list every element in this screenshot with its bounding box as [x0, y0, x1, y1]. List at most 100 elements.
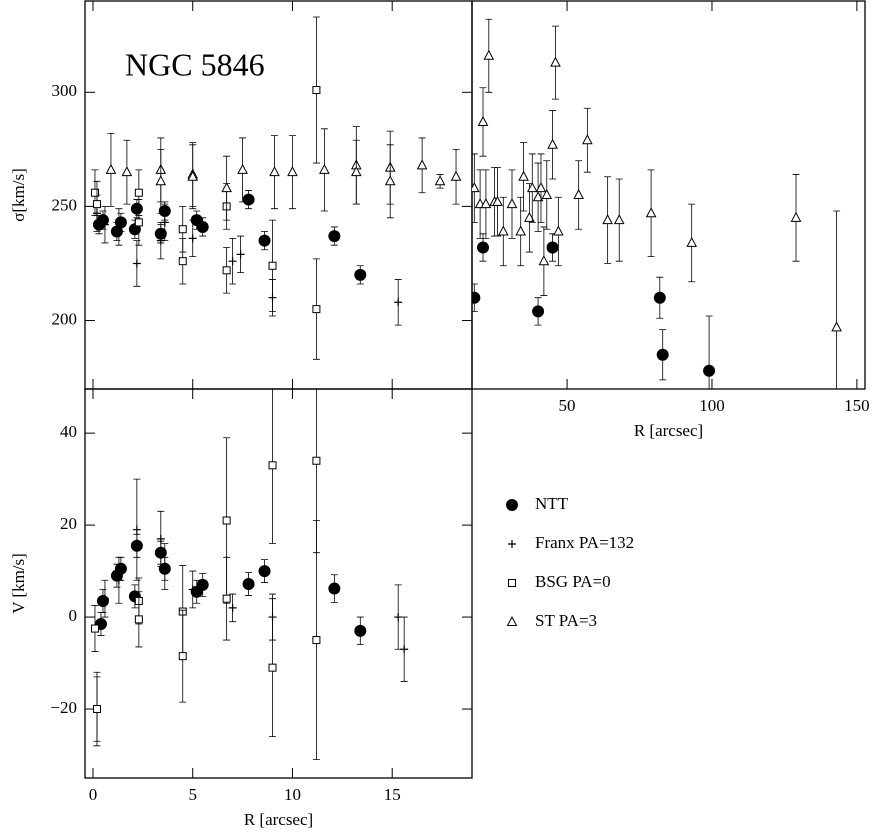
marker	[703, 364, 716, 377]
marker	[155, 175, 167, 186]
panel-frame	[84, 388, 473, 779]
legend-marker	[508, 579, 516, 587]
marker	[130, 202, 143, 215]
x-tick-label: 15	[384, 785, 401, 804]
x-axis-label: R [arcsec]	[244, 810, 313, 829]
legend-marker	[506, 499, 518, 511]
marker	[553, 225, 564, 236]
marker	[535, 182, 547, 193]
marker	[312, 305, 321, 314]
marker	[114, 576, 123, 585]
x-tick-label: 50	[559, 396, 576, 415]
marker	[134, 218, 143, 227]
marker	[790, 211, 802, 222]
marker	[90, 624, 99, 633]
y-tick-label: 20	[60, 514, 77, 533]
marker	[114, 222, 123, 231]
marker	[472, 291, 481, 304]
marker	[312, 456, 321, 465]
marker	[497, 225, 509, 236]
marker	[613, 214, 625, 225]
marker	[100, 594, 109, 603]
marker	[156, 534, 165, 543]
marker	[319, 163, 330, 174]
marker	[686, 236, 698, 247]
marker	[472, 182, 480, 193]
marker	[222, 594, 231, 603]
marker	[132, 525, 141, 534]
marker	[187, 170, 199, 181]
y-axis-label: V [km/s]	[9, 553, 28, 614]
marker	[196, 220, 209, 233]
marker	[515, 225, 527, 236]
marker	[394, 298, 403, 307]
y-tick-label: −20	[50, 698, 77, 717]
x-tick-label: 0	[89, 785, 98, 804]
marker	[483, 49, 495, 60]
marker	[90, 188, 99, 197]
marker	[242, 577, 255, 590]
y-tick-label: 0	[69, 606, 78, 625]
marker	[384, 175, 396, 186]
marker	[96, 214, 109, 227]
marker	[506, 198, 518, 209]
marker	[221, 182, 232, 193]
x-tick-label: 150	[844, 396, 870, 415]
marker	[268, 663, 277, 672]
marker	[100, 220, 109, 229]
x-tick-label: 5	[188, 785, 197, 804]
marker	[541, 188, 553, 199]
marker	[538, 255, 550, 266]
plot-area	[472, 18, 842, 389]
marker	[526, 182, 538, 193]
legend-label: ST PA=3	[535, 611, 597, 630]
marker	[477, 241, 490, 254]
marker	[480, 198, 492, 209]
marker	[178, 652, 187, 661]
marker	[434, 175, 446, 186]
marker	[653, 291, 666, 304]
legend-marker	[506, 615, 518, 626]
marker	[121, 166, 133, 177]
marker	[602, 214, 613, 225]
marker	[524, 211, 535, 222]
marker	[92, 200, 101, 209]
marker	[222, 266, 231, 275]
marker	[492, 195, 503, 206]
marker	[354, 268, 367, 281]
marker	[268, 461, 277, 470]
x-tick-label: 100	[699, 396, 725, 415]
marker	[573, 188, 584, 199]
marker	[582, 134, 593, 145]
marker	[656, 348, 669, 361]
marker	[96, 594, 109, 607]
marker	[450, 170, 462, 181]
marker	[110, 225, 123, 238]
marker	[178, 225, 187, 234]
marker	[645, 207, 657, 218]
marker	[416, 159, 428, 170]
legend-marker	[508, 540, 516, 548]
marker	[188, 234, 197, 243]
legend-label: Franx PA=132	[535, 533, 634, 552]
marker	[312, 636, 321, 645]
marker	[477, 115, 489, 126]
y-axis-label: σ[km/s]	[9, 168, 28, 222]
marker	[132, 259, 141, 268]
legend-label: NTT	[535, 494, 569, 513]
marker	[134, 188, 143, 197]
marker	[222, 516, 231, 525]
marker	[258, 565, 271, 578]
y-tick-label: 300	[52, 81, 78, 100]
y-tick-label: 200	[52, 309, 78, 328]
plot-area	[90, 16, 462, 360]
legend-label: BSG PA=0	[535, 572, 611, 591]
marker	[160, 562, 169, 571]
x-tick-label: 10	[284, 785, 301, 804]
marker	[268, 261, 277, 270]
marker	[400, 645, 409, 654]
x-axis-label: R [arcsec]	[634, 421, 703, 440]
marker	[92, 705, 101, 714]
marker	[160, 218, 169, 227]
marker	[532, 191, 544, 202]
